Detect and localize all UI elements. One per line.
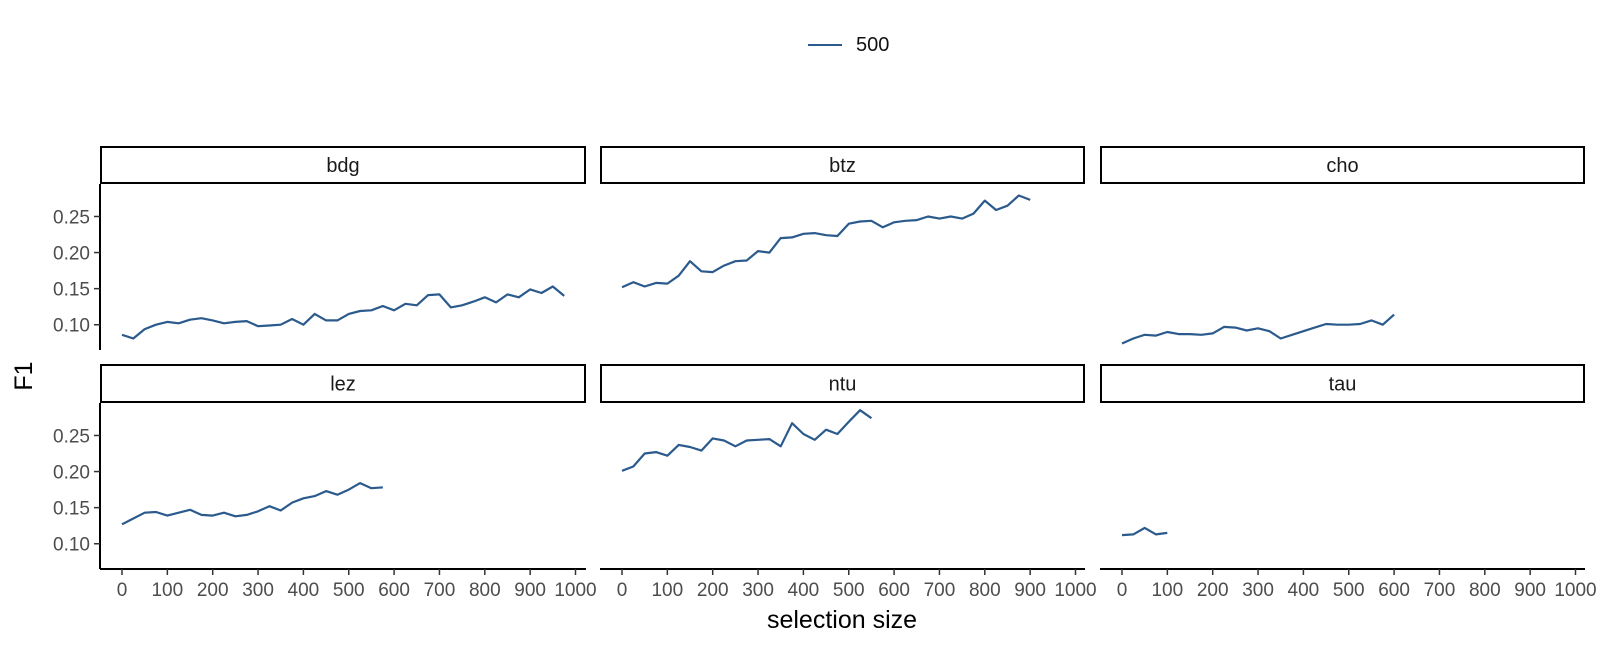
x-tick-label: 1000 xyxy=(554,580,596,601)
series-line-ntu xyxy=(621,409,873,472)
y-tick-label: 0.25 xyxy=(53,207,90,228)
panel-btz: btz xyxy=(600,146,1085,289)
facet-label-tau: tau xyxy=(1329,374,1357,396)
x-tick-label: 800 xyxy=(1469,580,1501,601)
series-line-btz xyxy=(621,194,1031,289)
x-tick-label: 100 xyxy=(651,580,683,601)
x-tick-label: 200 xyxy=(697,580,729,601)
facet-strip-ntu xyxy=(600,364,1085,403)
facet-strip-tau xyxy=(1100,364,1585,403)
y-tick-label: 0.10 xyxy=(53,535,90,556)
legend: 500 xyxy=(808,32,889,58)
facet-label-cho: cho xyxy=(1326,155,1358,177)
panel-cho: cho xyxy=(1100,146,1585,345)
y-tick-label: 0.25 xyxy=(53,426,90,447)
facet-strip-cho xyxy=(1100,146,1585,184)
legend-line-swatch xyxy=(808,44,842,46)
y-tick-label: 0.20 xyxy=(53,244,90,265)
x-tick-label: 500 xyxy=(333,580,365,601)
x-tick-label: 200 xyxy=(1197,580,1229,601)
x-tick-label: 1000 xyxy=(1554,580,1596,601)
facet-label-ntu: ntu xyxy=(829,374,857,396)
series-line-tau xyxy=(1121,526,1168,537)
x-tick-label: 500 xyxy=(833,580,865,601)
x-tick-label: 0 xyxy=(617,580,628,601)
x-tick-label: 300 xyxy=(742,580,774,601)
x-tick-label: 200 xyxy=(197,580,229,601)
x-tick-label: 500 xyxy=(1333,580,1365,601)
series-line-lez xyxy=(121,482,383,526)
facet-label-bdg: bdg xyxy=(326,155,359,177)
x-tick-label: 700 xyxy=(1424,580,1456,601)
x-tick-label: 300 xyxy=(1242,580,1274,601)
facet-strip-btz xyxy=(600,146,1085,184)
facet-strip-bdg xyxy=(100,146,586,184)
panel-bdg: bdg 0.10 0.15 0.20 0.25 xyxy=(53,146,586,350)
x-tick-label: 900 xyxy=(514,580,546,601)
legend-entry-500: 500 xyxy=(856,33,890,56)
x-tick-label: 600 xyxy=(878,580,910,601)
y-tick-label: 0.10 xyxy=(53,316,90,337)
x-tick-label: 600 xyxy=(1378,580,1410,601)
x-tick-label: 300 xyxy=(242,580,274,601)
x-tick-label: 600 xyxy=(378,580,410,601)
panel-ntu: ntu 0 100 200 300 400 500 600 700 800 900 1000 xyxy=(600,364,1097,601)
x-tick-label: 0 xyxy=(1117,580,1128,601)
series-line-cho xyxy=(1121,313,1395,345)
x-tick-label: 400 xyxy=(788,580,820,601)
panel-lez: lez 0.10 0.15 0.20 0.25 0 100 200 300 400 500 600 70… xyxy=(53,364,597,601)
x-tick-label: 0 xyxy=(117,580,128,601)
x-tick-label: 700 xyxy=(924,580,956,601)
x-tick-label: 100 xyxy=(1151,580,1183,601)
x-axis-title: selection size xyxy=(767,606,917,634)
x-tick-label: 400 xyxy=(288,580,320,601)
facet-label-lez: lez xyxy=(330,374,356,396)
x-tick-label: 900 xyxy=(1514,580,1546,601)
y-tick-label: 0.15 xyxy=(53,499,90,520)
y-tick-label: 0.15 xyxy=(53,280,90,301)
x-tick-label: 900 xyxy=(1014,580,1046,601)
x-tick-label: 800 xyxy=(469,580,501,601)
y-tick-label: 0.20 xyxy=(53,463,90,484)
facet-label-btz: btz xyxy=(829,155,856,177)
series-line-bdg xyxy=(121,285,565,340)
x-tick-label: 100 xyxy=(151,580,183,601)
x-tick-label: 800 xyxy=(969,580,1001,601)
x-tick-label: 700 xyxy=(424,580,456,601)
x-tick-label: 1000 xyxy=(1054,580,1096,601)
panel-tau: tau 0 100 200 300 400 500 600 700 800 900 1000 xyxy=(1100,364,1597,601)
x-tick-label: 400 xyxy=(1288,580,1320,601)
y-axis-title: F1 xyxy=(10,361,38,390)
facet-strip-lez xyxy=(100,364,586,403)
